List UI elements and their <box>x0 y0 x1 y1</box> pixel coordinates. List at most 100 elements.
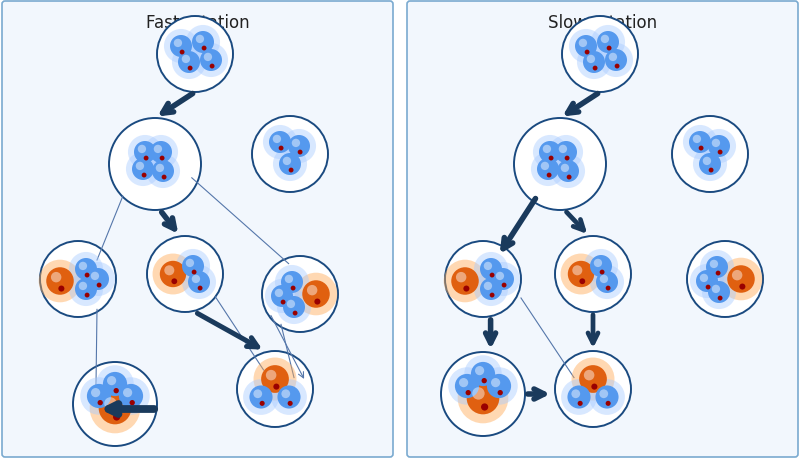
Circle shape <box>492 269 514 291</box>
Circle shape <box>152 161 174 183</box>
Circle shape <box>583 52 605 74</box>
Circle shape <box>609 54 617 62</box>
Circle shape <box>294 273 338 316</box>
Circle shape <box>278 386 301 409</box>
Circle shape <box>112 377 150 415</box>
Circle shape <box>712 285 720 293</box>
Circle shape <box>46 268 74 295</box>
Circle shape <box>192 270 197 275</box>
Circle shape <box>123 388 132 397</box>
Circle shape <box>579 365 607 393</box>
Circle shape <box>51 272 62 283</box>
Circle shape <box>732 270 742 281</box>
Circle shape <box>147 236 223 312</box>
Circle shape <box>700 274 708 282</box>
FancyBboxPatch shape <box>2 2 393 457</box>
Circle shape <box>75 279 97 300</box>
Circle shape <box>708 136 730 157</box>
Circle shape <box>486 263 520 297</box>
Circle shape <box>474 272 508 307</box>
Circle shape <box>90 272 99 280</box>
Circle shape <box>160 261 186 288</box>
Circle shape <box>150 142 172 164</box>
Circle shape <box>96 365 134 403</box>
Circle shape <box>188 67 193 71</box>
Circle shape <box>571 390 580 398</box>
Circle shape <box>90 383 140 433</box>
Circle shape <box>578 39 587 48</box>
Circle shape <box>690 264 724 298</box>
Circle shape <box>693 148 727 182</box>
Circle shape <box>487 374 511 398</box>
Circle shape <box>171 279 178 285</box>
Circle shape <box>683 126 717 160</box>
Circle shape <box>463 286 470 292</box>
Circle shape <box>590 256 612 277</box>
Circle shape <box>75 258 97 280</box>
Circle shape <box>484 262 492 270</box>
Circle shape <box>271 285 293 308</box>
Circle shape <box>282 129 316 164</box>
Circle shape <box>689 132 711 154</box>
Circle shape <box>254 358 297 401</box>
Circle shape <box>174 39 182 48</box>
Circle shape <box>706 285 710 290</box>
Circle shape <box>589 379 625 415</box>
Circle shape <box>80 377 118 415</box>
Circle shape <box>456 272 466 283</box>
Circle shape <box>164 30 198 64</box>
Circle shape <box>153 254 194 295</box>
Circle shape <box>718 150 722 155</box>
Circle shape <box>593 67 598 71</box>
Circle shape <box>712 140 720 148</box>
Circle shape <box>591 26 625 60</box>
Circle shape <box>292 140 300 148</box>
Circle shape <box>192 275 200 284</box>
Circle shape <box>474 252 508 286</box>
Circle shape <box>283 297 305 318</box>
Circle shape <box>699 154 721 176</box>
Circle shape <box>606 286 610 291</box>
Circle shape <box>599 390 608 398</box>
Circle shape <box>182 256 204 277</box>
Circle shape <box>594 259 602 268</box>
Circle shape <box>269 132 291 154</box>
Circle shape <box>252 117 328 193</box>
Circle shape <box>134 142 156 164</box>
Circle shape <box>584 370 594 381</box>
Circle shape <box>614 64 619 69</box>
Circle shape <box>537 159 559 180</box>
Circle shape <box>136 162 144 171</box>
FancyBboxPatch shape <box>407 2 798 457</box>
Circle shape <box>126 152 160 187</box>
Circle shape <box>130 400 135 405</box>
Circle shape <box>286 300 295 308</box>
Circle shape <box>78 282 87 291</box>
Circle shape <box>716 271 721 276</box>
Circle shape <box>192 32 214 54</box>
Circle shape <box>202 46 206 51</box>
Circle shape <box>459 378 468 387</box>
Circle shape <box>87 269 109 291</box>
Circle shape <box>142 173 146 178</box>
Circle shape <box>172 46 206 80</box>
Circle shape <box>243 379 279 415</box>
Circle shape <box>458 373 508 423</box>
Circle shape <box>261 365 289 393</box>
Circle shape <box>275 265 309 299</box>
Circle shape <box>97 283 102 288</box>
Circle shape <box>514 119 606 211</box>
Circle shape <box>262 257 338 332</box>
Circle shape <box>482 378 487 383</box>
Circle shape <box>38 260 82 302</box>
Circle shape <box>475 366 484 375</box>
Circle shape <box>277 290 311 325</box>
Circle shape <box>281 300 286 305</box>
Circle shape <box>605 50 627 72</box>
Circle shape <box>144 136 178 170</box>
Circle shape <box>282 157 291 166</box>
Circle shape <box>40 241 116 317</box>
Circle shape <box>533 136 567 170</box>
Circle shape <box>590 265 624 299</box>
Circle shape <box>274 384 279 390</box>
